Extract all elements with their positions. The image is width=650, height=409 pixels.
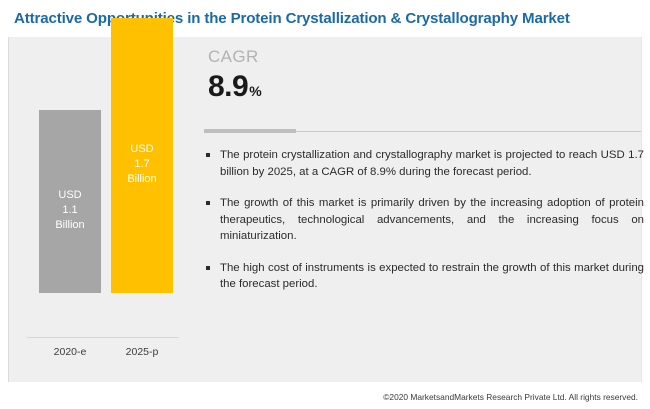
bar-value-label-2025: USD 1.7 Billion (127, 142, 156, 187)
title-band: Attractive Opportunities in the Protein … (0, 0, 650, 37)
cagr-unit: % (249, 83, 262, 99)
divider-accent-segment (204, 129, 296, 133)
bar-label-line3: Billion (127, 173, 157, 185)
bar-label-line1: USD (58, 189, 82, 201)
bar-2020-e[interactable]: USD 1.1 Billion (39, 110, 101, 293)
chart-baseline (27, 337, 179, 338)
section-divider (204, 129, 641, 133)
list-item: The growth of this market is primarily d… (204, 195, 644, 245)
list-item-text: The protein crystallization and crystall… (220, 149, 644, 178)
cagr-value-row: 8.9 % (208, 71, 262, 103)
bar-label-line2: 1.7 (134, 158, 150, 170)
x-axis-tick-2020-e: 2020-e (53, 346, 87, 358)
bullet-square-icon (206, 265, 210, 270)
content-card: USD 1.1 Billion USD 1.7 Billion 2020-e (8, 18, 644, 382)
page-title: Attractive Opportunities in the Protein … (14, 10, 570, 27)
list-item-text: The high cost of instruments is expected… (220, 261, 644, 291)
chart-plot-area: USD 1.1 Billion USD 1.7 Billion (9, 18, 187, 338)
footer-band: ©2020 MarketsandMarkets Research Private… (0, 384, 650, 409)
cagr-block: CAGR 8.9 % (208, 47, 262, 103)
bar-chart: USD 1.1 Billion USD 1.7 Billion 2020-e (9, 18, 187, 382)
chart-x-axis: 2020-e 2025-p (9, 346, 187, 366)
list-item: The protein crystallization and crystall… (204, 147, 644, 180)
cagr-caption: CAGR (208, 47, 259, 66)
bar-label-line2: 1.1 (62, 204, 78, 216)
bar-value-label-2020: USD 1.1 Billion (55, 188, 84, 233)
x-axis-tick-2025-p: 2025-p (125, 346, 159, 358)
bullet-list: The protein crystallization and crystall… (204, 147, 644, 293)
divider-rule (296, 131, 641, 132)
insight-panel: CAGR 8.9 % The protein crystallization a… (196, 37, 644, 382)
copyright-text: ©2020 MarketsandMarkets Research Private… (383, 391, 638, 402)
bar-label-line1: USD (130, 143, 154, 155)
list-item-text: The growth of this market is primarily d… (220, 197, 644, 242)
bullet-square-icon (206, 153, 210, 157)
bullet-square-icon (206, 201, 210, 205)
bar-2025-p[interactable]: USD 1.7 Billion (111, 18, 173, 293)
cagr-value: 8.9 (208, 70, 249, 103)
bar-label-line3: Billion (55, 219, 85, 231)
list-item: The high cost of instruments is expected… (204, 260, 644, 293)
